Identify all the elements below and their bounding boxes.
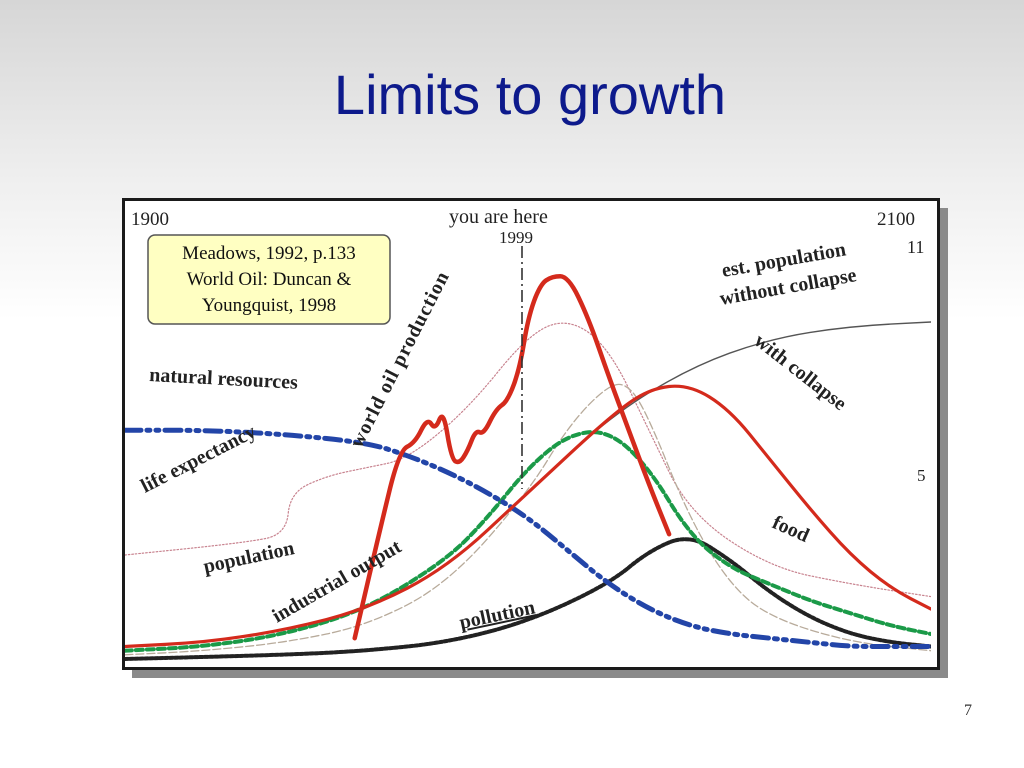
x-start-label: 1900 bbox=[131, 209, 169, 230]
x-end-label: 2100 bbox=[877, 209, 915, 230]
series-line-world-oil-production bbox=[352, 274, 672, 641]
series-line-pollution bbox=[125, 537, 931, 661]
slide-title: Limits to growth bbox=[333, 63, 727, 126]
series-line-food bbox=[125, 430, 931, 653]
series-line-natural-resources bbox=[125, 427, 931, 649]
population-end-label-11: 11 bbox=[907, 237, 924, 257]
marker-year-label: 1999 bbox=[499, 228, 533, 247]
source-line-3: Youngquist, 1998 bbox=[202, 295, 336, 316]
population-end-label-5: 5 bbox=[917, 466, 926, 485]
chart-svg: you are here 1999 1900 2100 11 5 Meadows… bbox=[125, 206, 931, 661]
label-population: population bbox=[201, 537, 296, 578]
source-box bbox=[147, 234, 391, 325]
series-line-life-expectancy bbox=[125, 322, 931, 598]
source-line-2: World Oil: Duncan & bbox=[187, 269, 352, 290]
label-food: food bbox=[769, 511, 812, 546]
you-are-here-label: you are here bbox=[449, 206, 548, 228]
label-with-collapse: with collapse bbox=[750, 330, 851, 415]
series-layer bbox=[125, 274, 931, 661]
limits-chart: you are here 1999 1900 2100 11 5 Meadows… bbox=[122, 198, 940, 670]
label-natural-resources: natural resources bbox=[149, 364, 299, 394]
series-line-with-collapse bbox=[125, 384, 931, 649]
series-line-industrial-output bbox=[125, 383, 931, 656]
page-number: 7 bbox=[964, 702, 972, 719]
source-line-1: Meadows, 1992, p.133 bbox=[182, 243, 356, 264]
series-line-est-population-without-collapse bbox=[527, 321, 931, 494]
